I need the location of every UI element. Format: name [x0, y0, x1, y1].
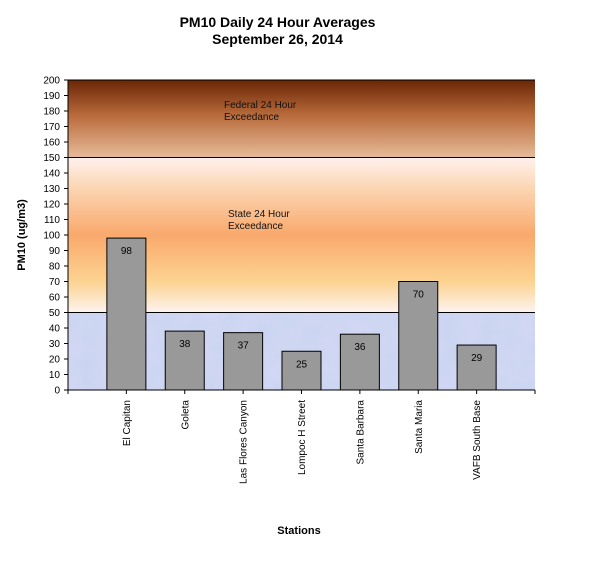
- bar-value-label: 36: [354, 342, 366, 353]
- x-tick-label: Santa Maria: [414, 400, 425, 454]
- y-tick-label: 40: [49, 324, 61, 335]
- x-tick-label: Goleta: [180, 400, 191, 430]
- y-tick-label: 180: [43, 107, 60, 118]
- x-tick-label: El Capitan: [122, 400, 133, 446]
- bar-value-label: 38: [179, 339, 191, 350]
- x-tick-label: Lompoc H Street: [297, 400, 308, 475]
- bar-value-label: 98: [121, 246, 133, 257]
- bar: [456, 344, 497, 391]
- y-tick-label: 60: [49, 293, 61, 304]
- y-tick-label: 90: [49, 246, 61, 257]
- x-tick-label: Las Flores Canyon: [239, 400, 250, 484]
- bar: [281, 350, 322, 391]
- y-tick-label: 120: [43, 200, 60, 211]
- bar-value-label: 29: [471, 353, 483, 364]
- state-band-label-line2: Exceedance: [228, 221, 283, 232]
- y-tick-label: 150: [43, 153, 60, 164]
- y-tick-label: 10: [49, 370, 61, 381]
- federal-band-label-line1: Federal 24 Hour: [224, 100, 297, 111]
- bar-value-label: 37: [238, 341, 250, 352]
- y-tick-label: 50: [49, 308, 61, 319]
- y-tick-label: 140: [43, 169, 60, 180]
- bar-value-label: 25: [296, 359, 308, 370]
- y-tick-label: 200: [43, 76, 60, 87]
- x-tick-label: Santa Barbara: [355, 400, 366, 465]
- y-tick-label: 130: [43, 184, 60, 195]
- y-tick-label: 0: [54, 386, 60, 397]
- bars: 98 El Capitan 38 Goleta 37 Las Flores Canyon 2…: [106, 237, 497, 484]
- y-tick-label: 110: [44, 215, 60, 226]
- y-tick-label: 170: [43, 122, 60, 133]
- y-tick-label: 30: [49, 339, 61, 350]
- chart-title: PM10 Daily 24 Hour Averages: [179, 14, 376, 30]
- y-tick-label: 160: [43, 138, 60, 149]
- bar: [106, 237, 147, 391]
- bar: [223, 332, 264, 391]
- y-tick-label: 20: [49, 355, 61, 366]
- bar: [398, 281, 439, 391]
- federal-band-label-line2: Exceedance: [224, 112, 279, 123]
- y-tick-label: 80: [49, 262, 61, 273]
- y-tick-label: 70: [49, 277, 61, 288]
- chart-subtitle: September 26, 2014: [212, 31, 343, 47]
- x-tick-label: VAFB South Base: [472, 400, 483, 480]
- bar: [164, 330, 205, 391]
- bar-value-label: 70: [413, 290, 425, 301]
- bar: [339, 333, 380, 391]
- state-band-label-line1: State 24 Hour: [228, 209, 290, 220]
- band-federal-exceedance: [68, 80, 535, 158]
- x-axis-label: Stations: [277, 525, 321, 537]
- y-tick-label: 100: [43, 231, 60, 242]
- y-tick-label: 190: [43, 91, 60, 102]
